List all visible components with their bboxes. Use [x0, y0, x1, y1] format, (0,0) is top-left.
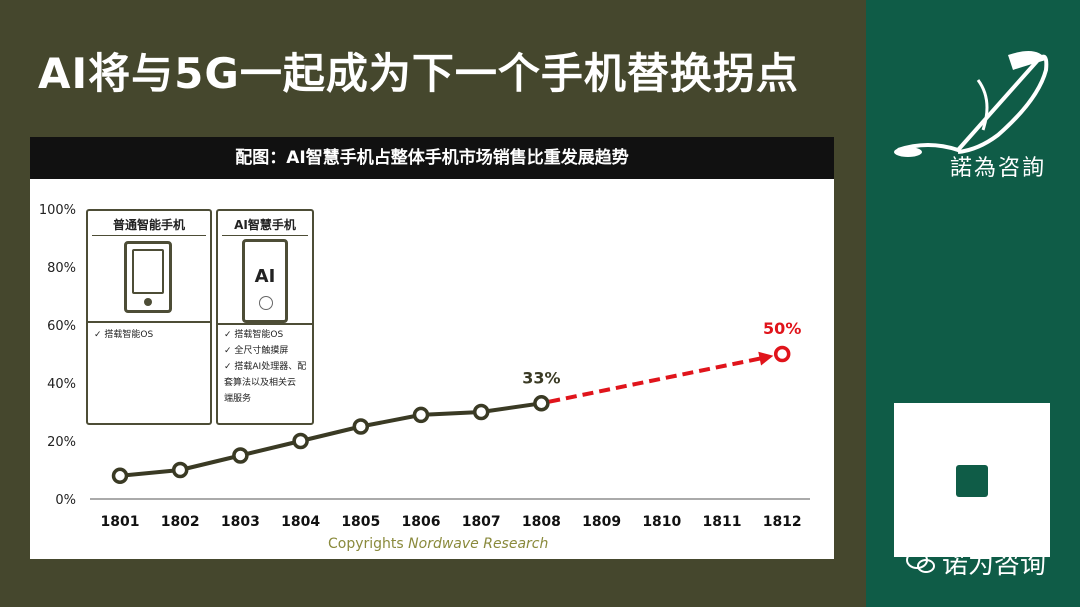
wechat-icon [906, 550, 935, 573]
copyright: Copyrights Nordwave Research [328, 536, 548, 552]
y-tick-label: 20% [47, 435, 76, 450]
x-tick-label: 1804 [281, 514, 320, 530]
data-point [472, 403, 490, 421]
x-tick-label: 1810 [642, 514, 681, 530]
card-normal-title: 普通智能手机 [112, 218, 185, 232]
card-ai-phone: AI智慧手机 AI ✓ 搭载智能OS ✓ 全尺寸触摸屏 ✓ 搭载AI处理器、配 … [216, 209, 314, 425]
y-tick-label: 80% [47, 261, 76, 276]
x-tick-label: 1807 [462, 514, 501, 530]
x-tick-label: 1802 [161, 514, 200, 530]
card-divider [218, 323, 312, 325]
x-tick-label: 1812 [763, 514, 802, 530]
ai-icon-text: AI [254, 266, 276, 287]
x-tick-label: 1809 [582, 514, 621, 530]
qr-logo-icon [956, 465, 988, 497]
data-point [773, 345, 791, 363]
card-normal-phone: 普通智能手机 ✓ 搭载智能OS [86, 209, 212, 425]
wechat-label: 诺为咨询 [942, 550, 1047, 580]
card-divider [92, 235, 206, 236]
feature-item: ✓ 搭载AI处理器、配 [224, 362, 307, 372]
line-chart: 0% 20% 40% 60% 80% 100% 1801 1802 1803 1804 1805 18… [39, 203, 810, 530]
fingerprint-icon [259, 296, 273, 310]
slide-title: AI将与5G一起成为下一个手机替换拐点 [38, 49, 799, 98]
chart-header: 配图：AI智慧手机占整体手机市场销售比重发展趋势 [30, 137, 834, 179]
card-divider [222, 235, 308, 236]
data-label: 33% [522, 368, 560, 387]
feature-item: ✓ 搭载智能OS [94, 330, 154, 340]
card-divider [88, 321, 210, 323]
y-tick-label: 100% [39, 203, 76, 218]
phone-icon [124, 241, 172, 313]
projection-arrowhead [758, 351, 774, 366]
feature-item: 端服务 [224, 394, 252, 404]
x-tick-label: 1808 [522, 514, 561, 530]
y-tick-label: 0% [55, 493, 76, 508]
data-point [352, 418, 370, 435]
copyright-name: Nordwave Research [408, 536, 549, 552]
data-point [533, 395, 550, 412]
x-tick-label: 1811 [703, 514, 742, 530]
y-tick-label: 40% [47, 377, 76, 392]
feature-item: ✓ 搭载智能OS [224, 330, 284, 340]
x-tick-label: 1805 [341, 514, 380, 530]
brand-name: 諾為咨詢 [950, 156, 1047, 181]
series-line [119, 401, 542, 478]
data-point [412, 406, 430, 424]
wechat-watermark: 诺为咨询 [906, 544, 1046, 581]
chart-panel: 配图：AI智慧手机占整体手机市场销售比重发展趋势 0% 20% 40% 60% 80% 1… [30, 137, 834, 559]
qr-code [894, 403, 1050, 557]
data-point [232, 447, 249, 464]
data-point [111, 467, 129, 485]
feature-item: ✓ 全尺寸触摸屏 [224, 346, 289, 356]
data-point [171, 461, 189, 479]
projection-line [548, 356, 764, 404]
brand-logo-icon [894, 51, 1049, 157]
x-tick-label: 1801 [101, 514, 140, 530]
card-ai-title: AI智慧手机 [234, 218, 296, 232]
data-point [292, 432, 309, 450]
ai-phone-icon: AI [242, 239, 288, 323]
copyright-lead: Copyrights [328, 536, 404, 552]
x-tick-label: 1806 [402, 514, 441, 530]
data-label: 50% [763, 319, 801, 338]
y-tick-label: 60% [47, 319, 76, 334]
x-tick-label: 1803 [221, 514, 260, 530]
feature-item: 套算法以及相关云 [224, 378, 297, 388]
